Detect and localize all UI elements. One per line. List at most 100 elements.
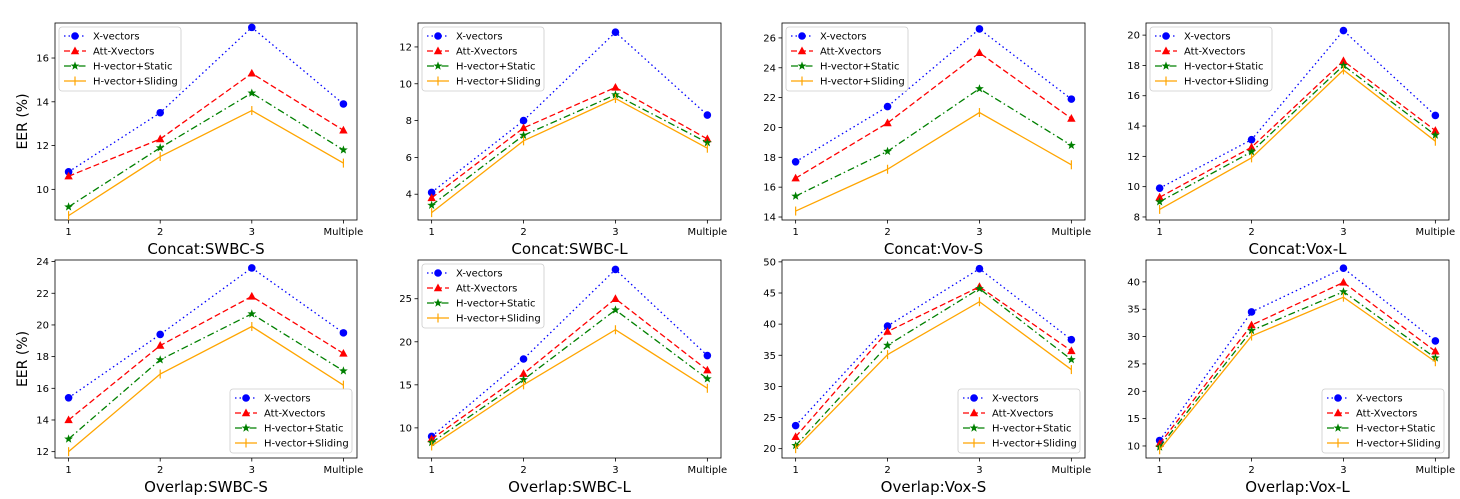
series-line-0	[68, 26, 344, 173]
series-point-0	[1431, 111, 1440, 120]
y-tick-label: 12	[399, 42, 412, 53]
plot-frame	[417, 259, 722, 459]
legend-label: H-vector+Static	[456, 299, 536, 310]
y-tick-label: 18	[763, 153, 776, 164]
series-point-2	[155, 143, 165, 152]
series-line-3	[68, 109, 344, 217]
series-point-1	[1339, 56, 1348, 65]
legend: X-vectors Att-Xvectors H-vector+Static H-ve…	[957, 388, 1081, 454]
series-point-0	[339, 329, 348, 337]
series-point-2	[155, 355, 165, 364]
plot-frame	[1145, 259, 1450, 459]
series-point-1	[519, 123, 528, 132]
series-point-2	[883, 146, 892, 156]
x-tick-label: Multiple	[324, 465, 364, 476]
series-point-2	[611, 305, 620, 314]
legend-label: H-vector+Static	[992, 424, 1072, 435]
x-tick-label: 1	[428, 227, 434, 238]
y-tick-label: 50	[763, 257, 776, 268]
legend-marker-2	[1333, 423, 1343, 432]
series-line-2	[795, 287, 1072, 446]
y-tick-label: 25	[1127, 359, 1140, 370]
series-line-2	[68, 313, 344, 440]
series-point-0	[339, 100, 348, 108]
series-point-0	[883, 102, 892, 111]
y-tick-label: 35	[763, 351, 776, 362]
y-tick-label: 12	[36, 141, 49, 152]
subplot-2: 14 16 18 20 22 24 26 1 2 3 Multiple Concat:Vov-S X-v…	[763, 22, 1091, 258]
x-tick-label: Multiple	[1051, 465, 1091, 476]
series-point-2	[519, 130, 528, 140]
legend: X-vectors Att-Xvectors H-vector+Static H-ve…	[58, 26, 182, 92]
legend-label: H-vector+Static	[1184, 62, 1264, 73]
x-tick-label: Multiple	[324, 227, 364, 238]
legend-frame	[957, 388, 1081, 454]
series-point-1	[1247, 142, 1256, 151]
x-tick-label: 3	[976, 227, 982, 238]
series-point-1	[427, 193, 436, 202]
y-tick-label: 10	[399, 423, 412, 434]
y-tick-label: 8	[1134, 212, 1140, 223]
series-point-0	[64, 394, 73, 402]
series-point-0	[883, 322, 892, 330]
legend-label: H-vector+Sliding	[264, 439, 349, 450]
legend-label: Att-Xvectors	[93, 47, 154, 58]
legend-marker-1	[969, 408, 979, 417]
series-point-1	[611, 294, 620, 302]
legend-label: X-vectors	[456, 269, 503, 280]
series-point-1	[975, 48, 984, 57]
series-point-2	[247, 309, 257, 318]
legend-frame	[785, 26, 909, 92]
y-tick-label: 40	[1127, 277, 1140, 288]
series-point-0	[519, 355, 528, 363]
series-point-2	[1247, 325, 1256, 335]
x-tick-label: 3	[1340, 227, 1346, 238]
y-tick-label: 4	[406, 190, 412, 201]
series-point-0	[791, 421, 800, 430]
x-tick-label: 2	[157, 465, 163, 476]
y-tick-label: 16	[36, 384, 49, 395]
legend-label: X-vectors	[992, 394, 1039, 405]
series-point-0	[248, 23, 256, 32]
legend-label: X-vectors	[1184, 32, 1231, 43]
legend-label: Att-Xvectors	[456, 47, 517, 58]
legend-label: Att-Xvectors	[264, 409, 325, 420]
legend-marker-1	[433, 46, 443, 55]
series-point-1	[339, 348, 348, 357]
subplot-6: 20 25 30 35 40 45 50 1 2 3 Multiple Overlap:Vox-S X-…	[763, 257, 1091, 496]
series-point-2	[1155, 197, 1165, 206]
series-line-3	[68, 325, 344, 453]
legend-frame	[421, 263, 545, 329]
series-point-1	[64, 415, 73, 424]
x-tick-label: 3	[249, 465, 255, 476]
x-axis-label: Overlap:SWBC-L	[508, 478, 631, 496]
series-point-2	[975, 284, 984, 293]
legend-label: H-vector+Sliding	[820, 77, 905, 88]
legend-label: X-vectors	[820, 32, 867, 43]
legend-label: Att-Xvectors	[1356, 409, 1417, 420]
series-point-2	[247, 88, 257, 97]
series-point-1	[1155, 192, 1164, 201]
series-point-0	[1339, 26, 1348, 35]
legend-marker-0	[434, 32, 442, 40]
y-tick-label: 20	[763, 444, 776, 455]
legend-label: H-vector+Sliding	[1356, 439, 1441, 450]
series-line-3	[431, 97, 708, 214]
plot-frame	[781, 22, 1086, 221]
series-point-1	[883, 118, 892, 127]
x-tick-label: 1	[428, 465, 434, 476]
series-point-0	[703, 111, 712, 119]
y-tick-label: 12	[1127, 152, 1140, 163]
y-tick-label: 20	[763, 123, 776, 134]
series-point-1	[791, 432, 800, 441]
series-point-2	[64, 434, 73, 443]
series-line-0	[795, 267, 1072, 427]
y-tick-label: 10	[1127, 441, 1140, 452]
series-line-0	[795, 28, 1072, 163]
legend-marker-0	[1334, 394, 1342, 402]
y-tick-label: 14	[36, 97, 49, 108]
series-point-0	[791, 157, 800, 166]
plot-frame	[54, 259, 358, 459]
